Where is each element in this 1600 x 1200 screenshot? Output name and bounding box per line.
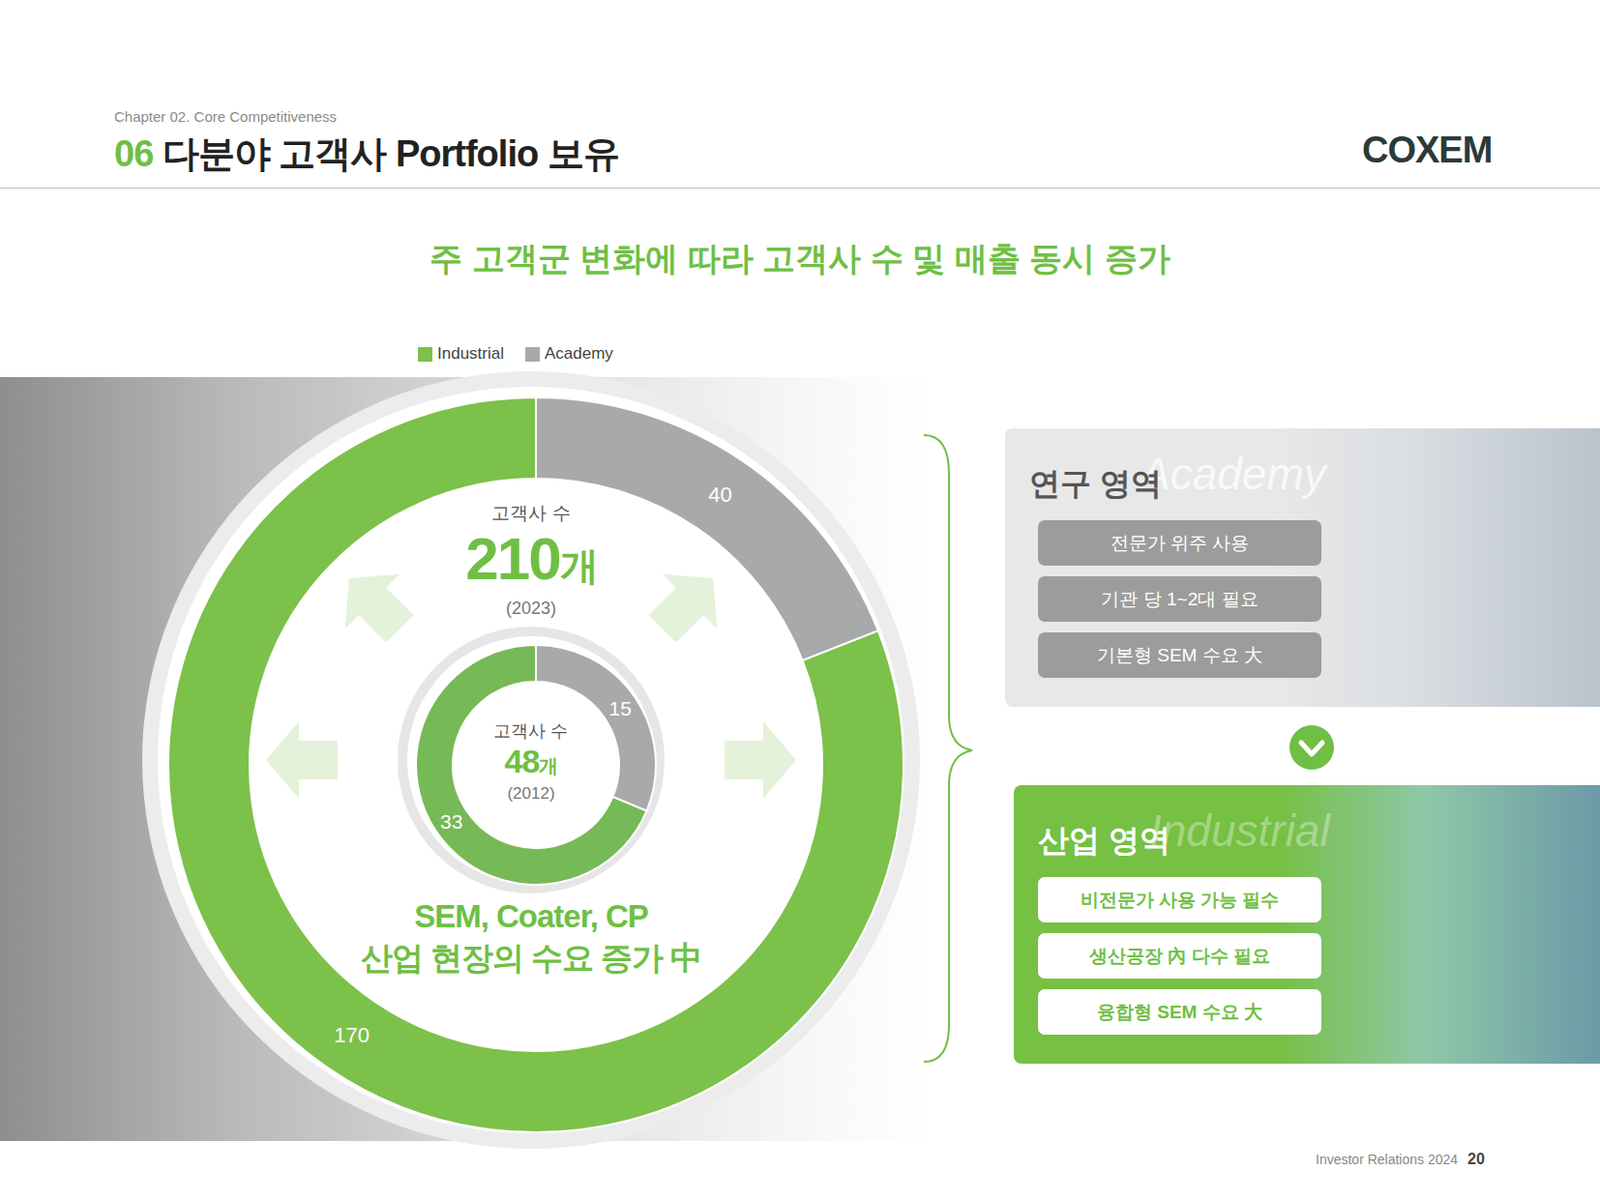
svg-text:170: 170	[333, 1023, 370, 1048]
html-text:(2012): (2012)	[507, 784, 555, 803]
html-text:Academy: Academy	[1140, 448, 1327, 500]
svg-text:33: 33	[440, 810, 463, 833]
html-text:06 다분야 고객사 Portfolio 보유: 06 다분야 고객사 Portfolio 보유	[114, 133, 619, 175]
svg-text:40: 40	[708, 482, 732, 507]
html-text:48개: 48개	[504, 742, 558, 780]
html-text:전문가 위주 사용: 전문가 위주 사용	[1110, 533, 1250, 554]
html-text:Chapter 02. Core Competitivene: Chapter 02. Core Competitiveness	[114, 108, 337, 125]
html-text:고객사 수: 고객사 수	[493, 721, 569, 741]
html-text:Investor Relations 2024: Investor Relations 2024	[1315, 1152, 1458, 1168]
html-text:산업 현장의 수요 증가 中: 산업 현장의 수요 증가 中	[360, 940, 702, 977]
html-text:고객사 수: 고객사 수	[491, 503, 571, 524]
html-text:210개: 210개	[465, 525, 597, 593]
html-text:Industrial: Industrial	[437, 344, 504, 363]
html-text:20: 20	[1467, 1151, 1485, 1168]
html-text:연구 영역: 연구 영역	[1029, 466, 1162, 502]
html-text:기관 당 1~2대 필요: 기관 당 1~2대 필요	[1101, 589, 1259, 610]
html-text:융합형 SEM 수요 大: 융합형 SEM 수요 大	[1096, 1002, 1263, 1023]
html-text:산업 영역: 산업 영역	[1037, 823, 1171, 859]
html-text:COXEM: COXEM	[1362, 129, 1493, 171]
html-text:주 고객군 변화에 따라 고객사 수 및 매출 동시 증가: 주 고객군 변화에 따라 고객사 수 및 매출 동시 증가	[429, 239, 1171, 277]
html-text:생산공장 內 다수 필요: 생산공장 內 다수 필요	[1089, 946, 1271, 967]
html-text:Academy: Academy	[544, 344, 614, 363]
html-text:SEM, Coater, CP: SEM, Coater, CP	[414, 898, 649, 935]
html-text:기본형 SEM 수요 大: 기본형 SEM 수요 大	[1096, 645, 1263, 666]
html-text:비전문가 사용 가능 필수: 비전문가 사용 가능 필수	[1080, 889, 1280, 911]
html-text:(2023): (2023)	[505, 598, 557, 619]
svg-text:15: 15	[609, 697, 632, 720]
html-text:Industrial: Industrial	[1149, 805, 1330, 857]
